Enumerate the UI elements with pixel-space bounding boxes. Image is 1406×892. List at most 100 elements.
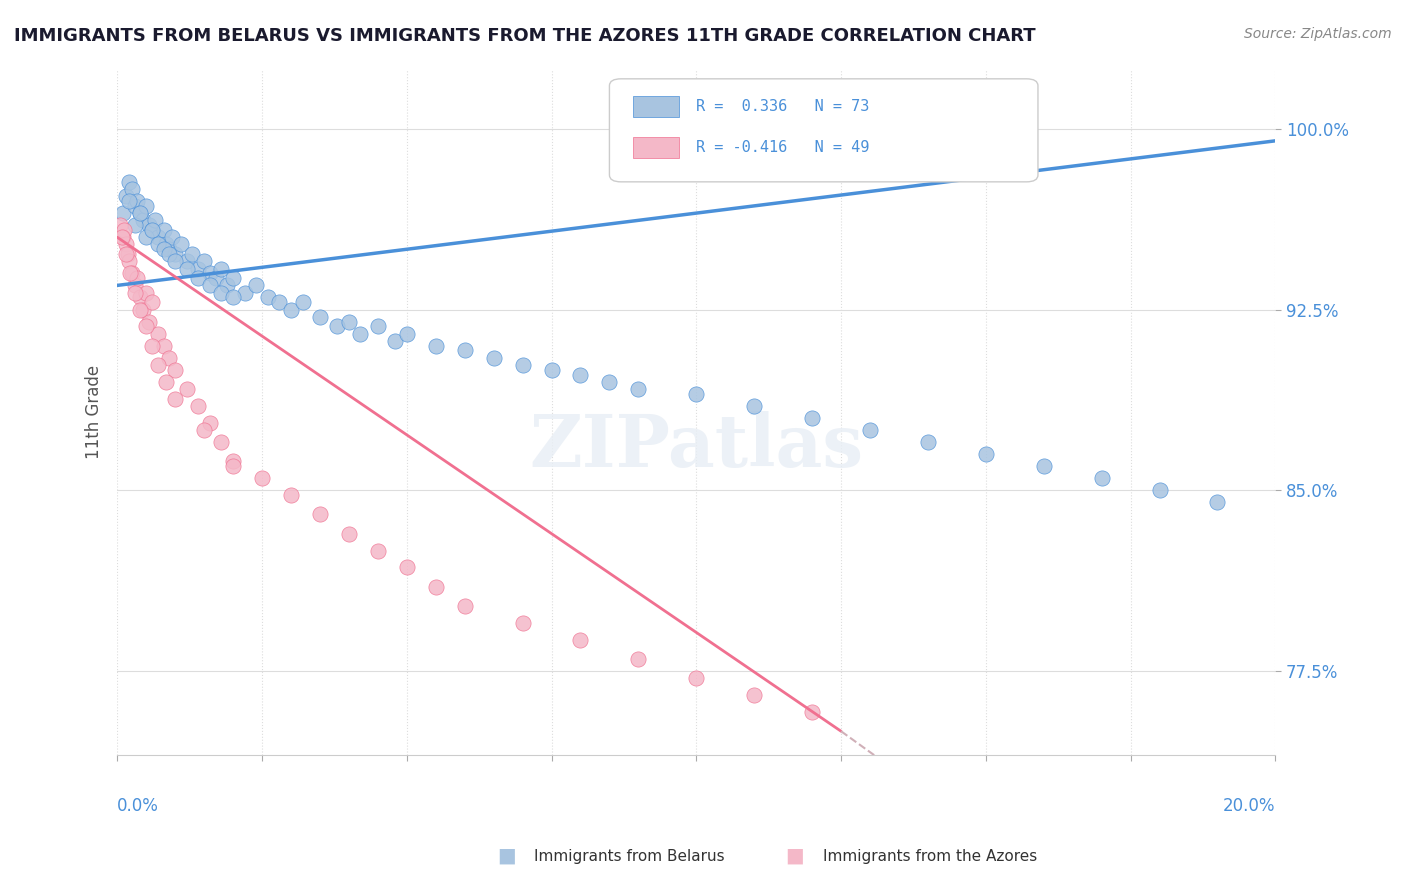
Point: [108, 218, 131, 232]
Point: [176, 382, 198, 396]
Point: [124, 285, 146, 300]
Text: Immigrants from the Azores: Immigrants from the Azores: [823, 849, 1036, 863]
Point: [198, 416, 221, 430]
Point: [209, 285, 232, 300]
Text: ▪: ▪: [785, 842, 804, 871]
Point: [974, 447, 997, 461]
Point: [384, 334, 406, 348]
Point: [280, 302, 302, 317]
Point: [193, 254, 215, 268]
Point: [309, 310, 332, 324]
Point: [742, 399, 765, 413]
Text: R = -0.416   N = 49: R = -0.416 N = 49: [696, 140, 870, 155]
Point: [152, 339, 174, 353]
Point: [143, 213, 166, 227]
Point: [176, 254, 198, 268]
Point: [117, 247, 139, 261]
Point: [209, 435, 232, 450]
Point: [187, 399, 209, 413]
Point: [280, 488, 302, 502]
Point: [193, 423, 215, 437]
Point: [111, 230, 134, 244]
Point: [250, 471, 273, 485]
Point: [512, 615, 534, 630]
Point: [135, 230, 157, 244]
Point: [801, 411, 824, 425]
Point: [176, 261, 198, 276]
Point: [165, 392, 187, 406]
Point: [367, 543, 389, 558]
Point: [367, 319, 389, 334]
Text: ZIPatlas: ZIPatlas: [529, 411, 863, 482]
Point: [1149, 483, 1171, 498]
Point: [146, 237, 169, 252]
Point: [118, 266, 141, 280]
Point: [801, 705, 824, 719]
Point: [129, 206, 152, 220]
Text: ▪: ▪: [496, 842, 516, 871]
Point: [129, 302, 152, 317]
Point: [141, 339, 163, 353]
Point: [118, 194, 141, 208]
Point: [198, 266, 221, 280]
Point: [124, 218, 146, 232]
Point: [569, 632, 592, 647]
Point: [222, 454, 245, 468]
Point: [170, 237, 193, 252]
Point: [165, 363, 187, 377]
Point: [112, 223, 135, 237]
Point: [155, 237, 177, 252]
Point: [135, 319, 157, 334]
Point: [165, 254, 187, 268]
Point: [127, 271, 149, 285]
Point: [482, 351, 505, 365]
Point: [111, 230, 134, 244]
Point: [627, 652, 650, 666]
Point: [115, 189, 138, 203]
Point: [135, 285, 157, 300]
Point: [245, 278, 267, 293]
Point: [111, 206, 134, 220]
Point: [181, 247, 204, 261]
Point: [349, 326, 371, 341]
Text: Source: ZipAtlas.com: Source: ZipAtlas.com: [1244, 27, 1392, 41]
Point: [146, 326, 169, 341]
Point: [124, 199, 146, 213]
Point: [187, 271, 209, 285]
Point: [157, 247, 180, 261]
Bar: [633, 137, 679, 158]
Point: [217, 278, 239, 293]
Point: [569, 368, 592, 382]
Point: [209, 261, 232, 276]
Point: [115, 247, 138, 261]
Point: [152, 223, 174, 237]
Point: [135, 199, 157, 213]
Text: R =  0.336   N = 73: R = 0.336 N = 73: [696, 99, 870, 114]
Point: [337, 314, 360, 328]
Point: [121, 182, 143, 196]
Point: [1206, 495, 1229, 509]
Point: [152, 242, 174, 256]
Point: [859, 423, 882, 437]
Point: [129, 206, 152, 220]
Text: Immigrants from Belarus: Immigrants from Belarus: [534, 849, 725, 863]
Point: [129, 290, 152, 304]
Point: [685, 387, 707, 401]
Point: [115, 237, 138, 252]
Point: [141, 223, 163, 237]
Point: [157, 242, 180, 256]
Point: [425, 580, 447, 594]
Point: [1032, 459, 1054, 474]
Text: 0.0%: 0.0%: [117, 797, 159, 814]
Point: [309, 508, 332, 522]
Point: [118, 254, 141, 268]
Point: [124, 278, 146, 293]
FancyBboxPatch shape: [609, 78, 1038, 182]
Point: [395, 326, 418, 341]
Point: [917, 435, 939, 450]
Point: [132, 213, 155, 227]
Point: [146, 358, 169, 372]
Text: IMMIGRANTS FROM BELARUS VS IMMIGRANTS FROM THE AZORES 11TH GRADE CORRELATION CHA: IMMIGRANTS FROM BELARUS VS IMMIGRANTS FR…: [14, 27, 1036, 45]
Point: [627, 382, 650, 396]
Point: [512, 358, 534, 372]
